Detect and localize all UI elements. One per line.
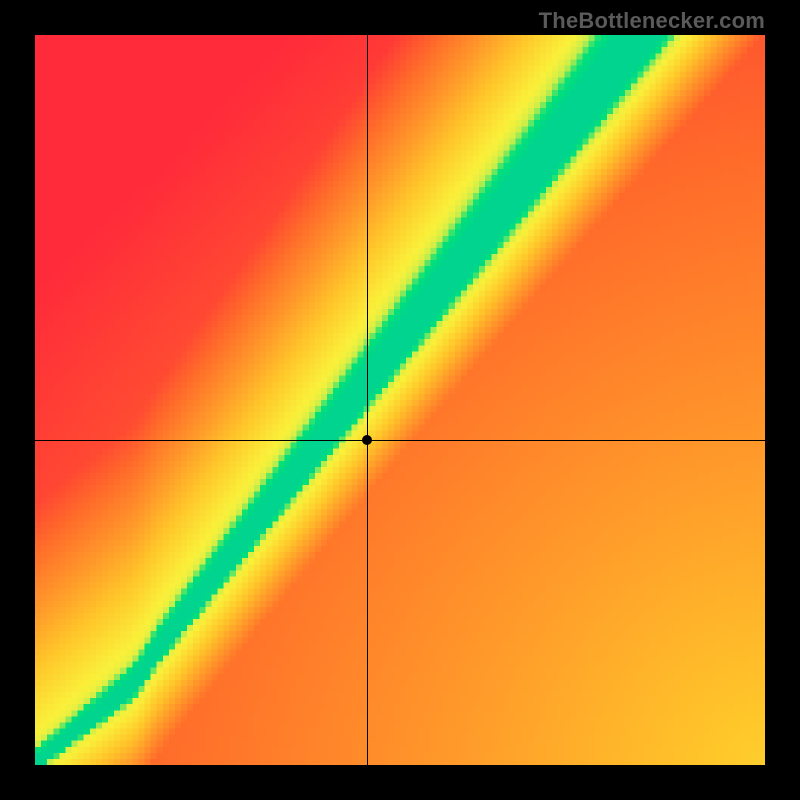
crosshair-horizontal <box>35 440 765 441</box>
marker-dot <box>362 435 372 445</box>
heatmap-canvas <box>35 35 765 765</box>
crosshair-vertical <box>367 35 368 765</box>
watermark-text: TheBottlenecker.com <box>539 8 765 34</box>
figure-frame: TheBottlenecker.com <box>0 0 800 800</box>
plot-area <box>35 35 765 765</box>
